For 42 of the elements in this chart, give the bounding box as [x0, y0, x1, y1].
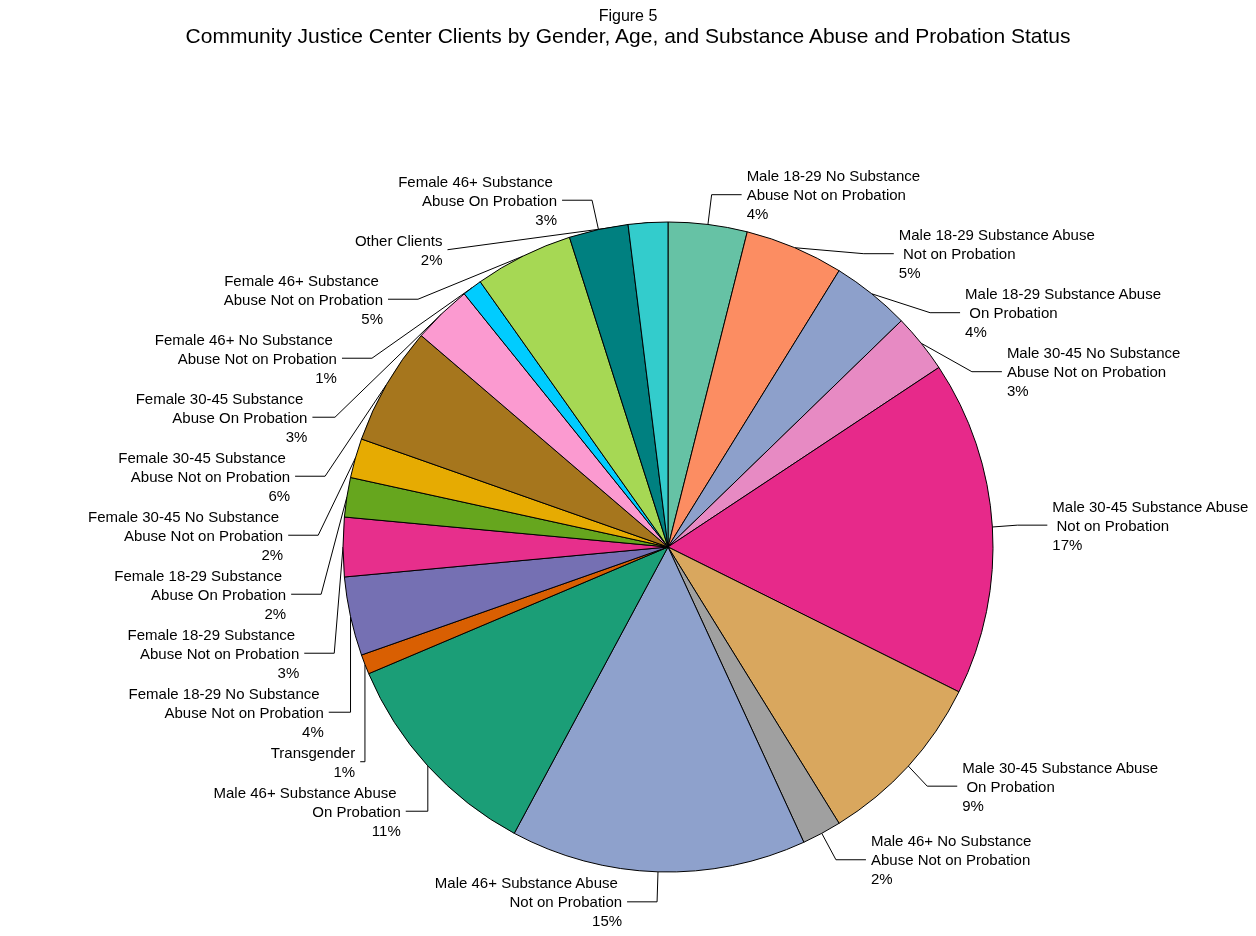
slice-label: Female 30-45 Substance Abuse On Probation: [135, 389, 308, 426]
data-label: 3%: [277, 663, 300, 681]
data-label: 2%: [261, 545, 284, 563]
slice-label: Female 18-29 Substance Abuse On Probation: [114, 566, 287, 603]
chart-subtitle: Community Justice Center Clients by Gender, Age, and Substance Abuse and Probation Status: [185, 24, 1071, 47]
slice-label: Male 30-45 Substance Abuse Not on Probation: [1052, 497, 1249, 534]
slice-label: Other Clients: [354, 231, 443, 249]
data-label: 3%: [1006, 382, 1029, 400]
data-label: 4%: [965, 323, 987, 341]
slice-label: Female 30-45 No Substance Abuse Not on Probation: [88, 507, 284, 544]
data-label: 6%: [268, 486, 291, 504]
slice-label: Transgender: [270, 743, 356, 761]
data-label: 2%: [870, 870, 893, 888]
data-label: 3%: [535, 210, 558, 228]
data-label: 1%: [333, 762, 356, 780]
data-label: 9%: [962, 796, 984, 814]
slice-label: Female 46+ No Substance Abuse Not on Probation: [154, 330, 337, 367]
data-label: 4%: [746, 205, 769, 223]
data-label: 1%: [315, 368, 337, 386]
chart-title: Figure 5: [598, 6, 658, 24]
slice-label: Male 30-45 No Substance Abuse Not on Probation: [1006, 344, 1185, 381]
data-label: 11%: [371, 821, 401, 839]
slice-label: Male 18-29 Substance Abuse On Probation: [965, 285, 1162, 322]
slice-label: Male 46+ Substance Abuse On Probation: [213, 783, 401, 820]
slice-label: Female 30-45 Substance Abuse Not on Probation: [118, 448, 291, 485]
slice-label: Female 46+ Substance Abuse Not on Probation: [223, 271, 383, 308]
data-label: 4%: [302, 722, 324, 740]
slice-label: Male 18-29 Substance Abuse Not on Probation: [898, 226, 1095, 263]
slice-label: Male 46+ Substance Abuse Not on Probation: [434, 874, 623, 911]
slice-label: Female 18-29 Substance Abuse Not on Probation: [127, 625, 300, 662]
data-label: 15%: [592, 912, 623, 930]
data-label: 2%: [264, 604, 287, 622]
data-label: 5%: [361, 309, 383, 327]
data-label: 5%: [898, 264, 921, 282]
slice-label: Female 18-29 No Substance Abuse Not on Probation: [128, 684, 324, 721]
slice-label: Male 30-45 Substance Abuse On Probation: [962, 758, 1159, 795]
data-label: 17%: [1052, 535, 1083, 553]
slice-label: Female 46+ Substance Abuse On Probation: [398, 172, 558, 209]
data-label: 2%: [420, 250, 443, 268]
slice-label: Male 18-29 No Substance Abuse Not on Probation: [746, 167, 925, 204]
data-label: 3%: [285, 427, 308, 445]
slice-label: Male 46+ No Substance Abuse Not on Probation: [870, 832, 1036, 869]
